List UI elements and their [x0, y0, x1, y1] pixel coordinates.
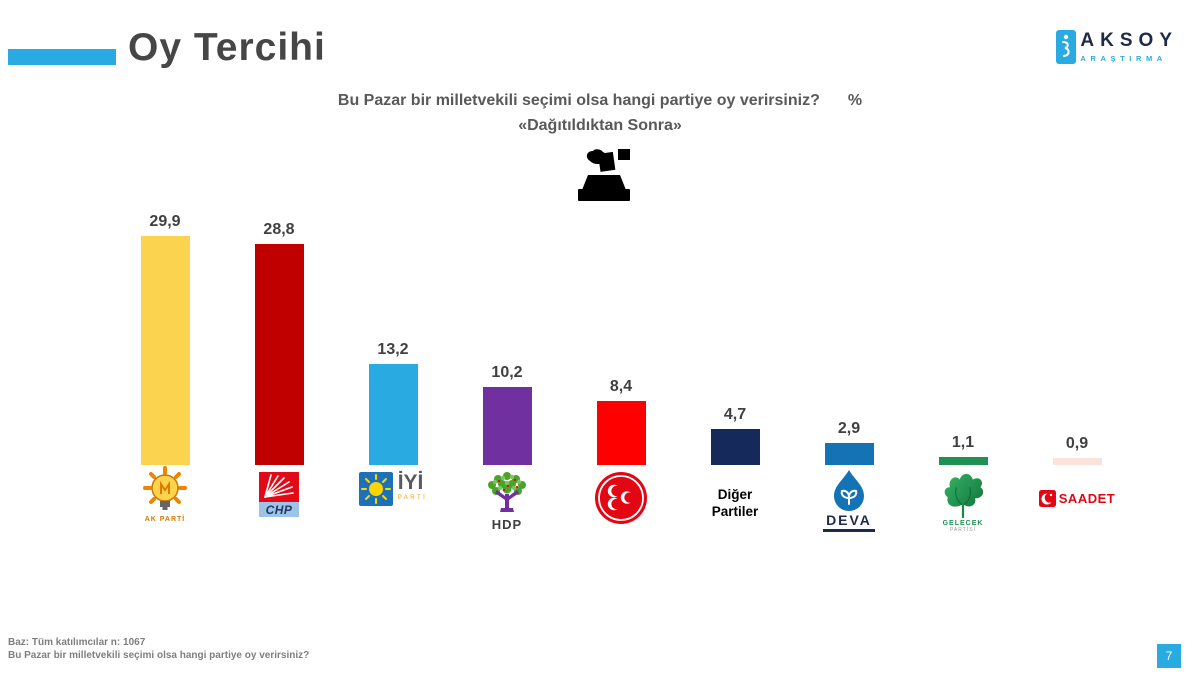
chp-label: CHP — [265, 502, 293, 517]
bar-column-diger: 4,7 — [678, 210, 792, 465]
iyi-sun-icon — [358, 472, 393, 506]
bar-value: 13,2 — [377, 340, 409, 358]
bar-value: 8,4 — [609, 377, 633, 395]
bar-column-gelecek: 1,1 — [906, 210, 1020, 465]
subtitle-percent: % — [847, 92, 863, 109]
bar-column-hdp: 10,2 — [450, 210, 564, 465]
diger-label-line2: Partiler — [711, 504, 759, 519]
saadet-label: SAADET — [1058, 491, 1116, 506]
akparti-bulb-icon — [143, 466, 187, 510]
chart-subtitle: Bu Pazar bir milletvekili seçimi olsa ha… — [0, 88, 1200, 138]
party-logos-row: AK PARTİ CHP — [108, 466, 1134, 533]
gelecek-leaf-icon — [944, 473, 984, 518]
page-number-badge: 7 — [1157, 644, 1181, 668]
iyi-logo: İYİ PARTİ — [336, 466, 450, 533]
gelecek-sublabel: PARTİSİ — [950, 527, 976, 533]
bar-value: 28,8 — [263, 221, 295, 239]
bar-column-chp: 28,8 — [222, 210, 336, 465]
footer-note: Baz: Tüm katılımcılar n: 1067 Bu Pazar b… — [8, 636, 309, 662]
chp-arrows-icon — [259, 472, 299, 502]
mhp-logo — [564, 466, 678, 533]
bar-hdp — [482, 386, 532, 465]
bar-iyi — [368, 363, 418, 465]
title-accent-bar — [8, 49, 116, 65]
bar-value: 10,2 — [491, 363, 523, 381]
footer-question-line: Bu Pazar bir milletvekili seçimi olsa ha… — [8, 650, 310, 661]
mhp-crescents-icon — [595, 472, 647, 524]
iyi-label: İYİ — [397, 471, 424, 494]
footer-base-line: Baz: Tüm katılımcılar n: 1067 — [8, 637, 146, 648]
bar-deva — [824, 442, 874, 465]
diger-partiler-label-cell: Diğer Partiler — [678, 466, 792, 533]
hdp-tree-icon — [488, 472, 526, 512]
diger-label-line1: Diğer — [717, 487, 753, 502]
bar-saadet — [1052, 458, 1102, 465]
bar-value: 1,1 — [951, 433, 975, 451]
gelecek-logo: GELECEK PARTİSİ — [906, 466, 1020, 533]
saadet-logo: SAADET — [1020, 466, 1134, 533]
bar-column-deva: 2,9 — [792, 210, 906, 465]
bar-column-saadet: 0,9 — [1020, 210, 1134, 465]
saadet-crescent-icon — [1038, 490, 1056, 507]
aksoy-badge-icon — [1056, 30, 1077, 64]
akparti-logo: AK PARTİ — [108, 466, 222, 533]
bar-value: 4,7 — [723, 406, 747, 423]
bar-chp — [254, 244, 304, 465]
chp-logo: CHP — [222, 466, 336, 533]
iyi-sublabel: PARTİ — [397, 495, 428, 501]
gelecek-label: GELECEK — [942, 520, 984, 527]
bar-value: 2,9 — [837, 419, 861, 437]
bar-value: 0,9 — [1065, 435, 1089, 453]
bar-column-mhp: 8,4 — [564, 210, 678, 465]
deva-label: DEVA — [826, 512, 872, 528]
bar-akparti — [140, 236, 190, 465]
deva-drop-icon — [834, 470, 864, 511]
brand-name: AKSOY — [1080, 30, 1178, 51]
hdp-label: HDP — [491, 517, 523, 532]
bar-mhp — [596, 400, 646, 465]
akparti-label: AK PARTİ — [144, 516, 186, 523]
subtitle-question: Bu Pazar bir milletvekili seçimi olsa ha… — [337, 92, 820, 109]
brand-subtitle: ARAŞTIRMA — [1080, 54, 1167, 63]
bar-column-iyi: 13,2 — [336, 210, 450, 465]
bar-column-akparti: 29,9 — [108, 210, 222, 465]
bar-gelecek — [938, 456, 988, 465]
aksoy-logo: AKSOY ARAŞTIRMA — [1056, 30, 1178, 64]
deva-logo: DEVA — [792, 466, 906, 533]
hdp-logo: HDP — [450, 466, 564, 533]
bar-diger — [710, 429, 760, 465]
bar-value: 29,9 — [149, 213, 181, 230]
deva-subtext-strip — [823, 529, 875, 532]
bar-chart: 29,9 28,8 13,2 10,2 8,4 4,7 2,9 1,1 — [108, 210, 1134, 465]
page-title: Oy Tercihi — [128, 26, 326, 69]
ballot-box-icon — [572, 146, 636, 209]
subtitle-line2: «Dağıtıldıktan Sonra» — [518, 117, 682, 134]
